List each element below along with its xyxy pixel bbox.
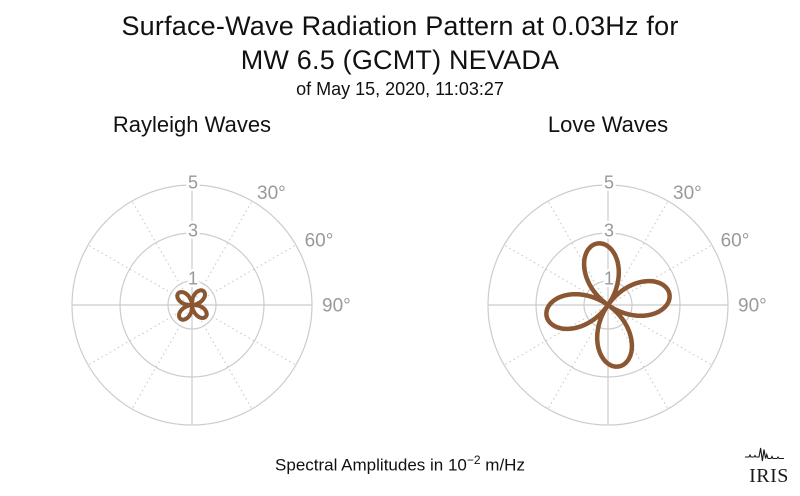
rayleigh-plot-title: Rayleigh Waves [112,112,272,137]
polar-grid-dotted-line [191,304,253,410]
polar-grid-circle [71,184,313,426]
polar-grid-circle [583,280,633,330]
caption-suffix: m/Hz [480,455,525,475]
caption-exponent: −2 [466,453,481,467]
seismogram-icon [745,447,784,462]
angle-tick-label: 30° [257,183,286,204]
polar-grid-dotted-line [607,244,713,306]
iris-wordmark: IRIS [749,465,789,487]
polar-grid-dotted-line [607,304,669,410]
radial-tick-label: 1 [188,268,198,288]
polar-plot-rayleigh: 1 3 5 30° 60° 90° [71,170,351,426]
polar-grid-circle [119,232,265,378]
polar-grid-dotted-line [131,200,193,306]
caption-prefix: Spectral Amplitudes in 10 [275,455,467,475]
angle-tick-label: 30° [673,183,702,204]
radial-tick-label: 1 [604,268,614,288]
polar-grid-circle [535,232,681,378]
angle-tick-label: 60° [721,231,750,252]
polar-grid-dotted-line [547,200,609,306]
radial-tick-label: 3 [604,220,614,240]
radial-tick-label: 5 [604,172,614,192]
angle-tick-label: 90° [322,296,351,317]
polar-grid-dotted-line [191,244,297,306]
angle-tick-label: 90° [738,296,767,317]
figure-header: Surface-Wave Radiation Pattern at 0.03Hz… [0,9,800,100]
polar-grid-circle [487,184,729,426]
polar-grid-dotted-line [503,304,609,366]
polar-plot-love: 1 3 5 30° 60° 90° [487,170,767,426]
angle-tick-label: 60° [305,231,334,252]
love-plot-title: Love Waves [547,112,669,137]
figure-subtitle: of May 15, 2020, 11:03:27 [296,79,504,99]
radiation-pattern-curve [544,241,672,369]
seismogram-trace [745,447,784,462]
figure-title-line1: Surface-Wave Radiation Pattern at 0.03Hz… [121,11,679,41]
radial-tick-label: 5 [188,172,198,192]
iris-logo: IRIS [740,444,798,490]
radiation-pattern-curve [175,288,209,322]
polar-grid-circle [167,280,217,330]
polar-grid-dotted-line [87,304,193,366]
amplitude-units-caption: Spectral Amplitudes in 10−2 m/Hz [0,453,800,476]
figure-title-line2: MW 6.5 (GCMT) NEVADA [240,45,560,75]
radial-tick-label: 3 [188,220,198,240]
